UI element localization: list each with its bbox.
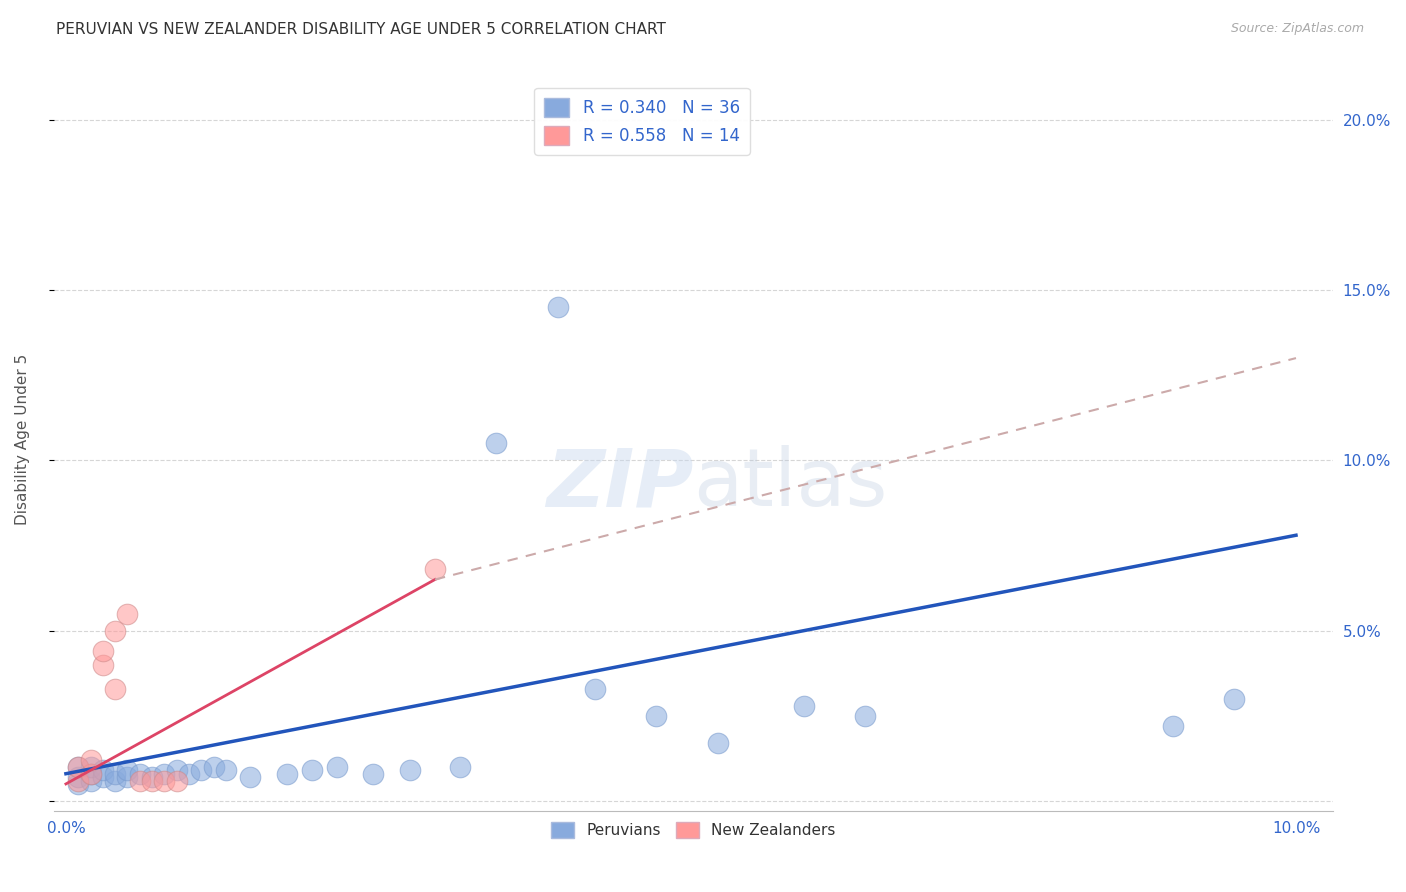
Point: [707, 736, 730, 750]
Point: [67, 773, 90, 788]
Point: [239, 770, 262, 784]
Point: [79, 766, 101, 780]
Point: [79, 766, 101, 780]
Point: [153, 766, 176, 780]
Point: [166, 773, 188, 788]
Point: [423, 562, 446, 576]
Point: [79, 753, 101, 767]
Point: [128, 773, 150, 788]
Point: [91, 770, 114, 784]
Point: [793, 698, 815, 713]
Point: [153, 773, 176, 788]
Point: [128, 766, 150, 780]
Point: [399, 764, 422, 778]
Point: [104, 773, 127, 788]
Y-axis label: Disability Age Under 5: Disability Age Under 5: [15, 354, 30, 525]
Point: [91, 764, 114, 778]
Point: [104, 624, 127, 638]
Point: [1223, 691, 1246, 706]
Point: [177, 766, 200, 780]
Point: [190, 764, 212, 778]
Point: [363, 766, 385, 780]
Point: [141, 770, 163, 784]
Point: [855, 708, 877, 723]
Point: [202, 760, 225, 774]
Point: [215, 764, 238, 778]
Point: [117, 607, 139, 621]
Point: [104, 766, 127, 780]
Point: [117, 764, 139, 778]
Point: [166, 764, 188, 778]
Point: [645, 708, 668, 723]
Point: [104, 681, 127, 696]
Legend: Peruvians, New Zealanders: Peruvians, New Zealanders: [546, 816, 842, 845]
Point: [91, 657, 114, 672]
Point: [301, 764, 323, 778]
Point: [67, 777, 90, 791]
Text: ZIP: ZIP: [546, 445, 693, 524]
Point: [79, 760, 101, 774]
Point: [449, 760, 471, 774]
Point: [141, 773, 163, 788]
Point: [67, 760, 90, 774]
Point: [547, 300, 569, 314]
Point: [1161, 719, 1184, 733]
Text: Source: ZipAtlas.com: Source: ZipAtlas.com: [1230, 22, 1364, 36]
Point: [91, 644, 114, 658]
Text: atlas: atlas: [693, 445, 887, 524]
Point: [325, 760, 347, 774]
Point: [485, 436, 508, 450]
Point: [117, 770, 139, 784]
Point: [67, 770, 90, 784]
Point: [276, 766, 298, 780]
Point: [583, 681, 606, 696]
Point: [79, 773, 101, 788]
Text: PERUVIAN VS NEW ZEALANDER DISABILITY AGE UNDER 5 CORRELATION CHART: PERUVIAN VS NEW ZEALANDER DISABILITY AGE…: [56, 22, 666, 37]
Point: [67, 760, 90, 774]
